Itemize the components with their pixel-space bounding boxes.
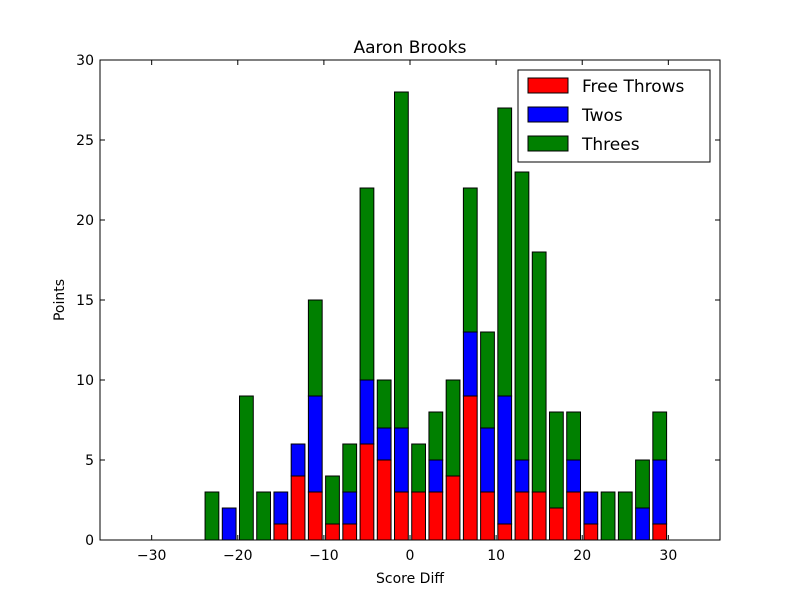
- bar-threes-14: [342, 443, 358, 493]
- bar-free-throws-27: [566, 491, 581, 541]
- bar-threes-12: [307, 299, 323, 397]
- legend-label-threes: Threes: [581, 135, 640, 155]
- bar-twos-14: [342, 491, 358, 525]
- bar-twos-12: [307, 395, 323, 493]
- bar-twos-24: [514, 459, 530, 493]
- bar-threes-15: [359, 187, 375, 381]
- bar-free-throws-10: [273, 523, 289, 541]
- bar-free-throws-16: [376, 459, 392, 541]
- y-tick-label-2: 10: [76, 373, 94, 389]
- bar-threes-13: [325, 475, 340, 525]
- bar-twos-21: [462, 331, 478, 397]
- bar-threes-8: [239, 395, 254, 541]
- ticks-layer: −30 −20 −10 0 10 20 30 0 5 10 15 20 25 30: [76, 53, 720, 564]
- bar-twos-11: [290, 443, 306, 477]
- bar-free-throws-13: [325, 523, 340, 541]
- legend-label-free-throws: Free Throws: [582, 77, 685, 97]
- x-tick-label-2: −10: [309, 548, 339, 564]
- bar-free-throws-21: [462, 395, 478, 541]
- bar-threes-25: [531, 251, 547, 493]
- bar-threes-30: [617, 491, 633, 541]
- bar-threes-6: [204, 491, 220, 541]
- legend-swatch-threes: [527, 135, 569, 152]
- bar-twos-16: [376, 427, 392, 461]
- x-axis-title: Score Diff: [376, 571, 444, 587]
- bar-twos-15: [359, 379, 375, 445]
- bar-threes-27: [566, 411, 581, 461]
- x-tick-label-1: −20: [223, 548, 253, 564]
- bar-threes-21: [462, 187, 478, 333]
- bar-twos-22: [480, 427, 495, 493]
- bar-threes-9: [256, 491, 272, 541]
- bar-free-throws-11: [290, 475, 306, 541]
- bar-twos-7: [221, 507, 237, 541]
- legend-swatch-twos: [527, 106, 569, 123]
- bar-twos-28: [583, 491, 599, 525]
- bar-free-throws-25: [531, 491, 547, 541]
- y-tick-label-1: 5: [85, 453, 94, 469]
- bar-threes-20: [445, 379, 461, 477]
- bar-free-throws-17: [394, 491, 409, 541]
- bar-twos-27: [566, 459, 581, 493]
- bar-threes-26: [549, 411, 564, 509]
- bar-free-throws-14: [342, 523, 358, 541]
- bar-threes-18: [411, 443, 427, 493]
- legend-label-twos: Twos: [581, 106, 623, 126]
- legend-swatch-free-throws: [527, 77, 569, 94]
- bar-threes-23: [497, 107, 513, 397]
- bar-free-throws-26: [549, 507, 564, 541]
- bar-twos-19: [428, 459, 444, 493]
- bar-free-throws-18: [411, 491, 427, 541]
- y-tick-label-5: 25: [76, 133, 94, 149]
- bar-twos-17: [394, 427, 409, 493]
- bar-free-throws-23: [497, 523, 513, 541]
- bar-free-throws-15: [359, 443, 375, 541]
- y-tick-label-6: 30: [76, 53, 94, 69]
- bar-threes-32: [652, 411, 668, 461]
- bar-free-throws-28: [583, 523, 599, 541]
- y-tick-label-0: 0: [85, 533, 94, 549]
- bar-threes-31: [635, 459, 650, 509]
- bar-threes-19: [428, 411, 444, 461]
- bar-threes-17: [394, 91, 409, 429]
- bar-twos-31: [635, 507, 650, 541]
- x-tick-label-0: −30: [137, 548, 167, 564]
- bar-twos-23: [497, 395, 513, 525]
- x-tick-label-4: 10: [487, 548, 505, 564]
- bar-threes-29: [600, 491, 616, 541]
- bar-free-throws-22: [480, 491, 495, 541]
- bar-free-throws-32: [652, 523, 668, 541]
- legend: Free Throws Twos Threes: [517, 69, 711, 163]
- bar-free-throws-24: [514, 491, 530, 541]
- x-tick-label-3: 0: [406, 548, 415, 564]
- bar-threes-16: [376, 379, 392, 429]
- bar-free-throws-20: [445, 475, 461, 541]
- bar-threes-22: [480, 331, 495, 429]
- bar-free-throws-12: [307, 491, 323, 541]
- bar-free-throws-19: [428, 491, 444, 541]
- bar-twos-10: [273, 491, 289, 525]
- x-tick-label-6: 30: [659, 548, 677, 564]
- y-axis-title: Points: [52, 279, 68, 321]
- chart-title: Aaron Brooks: [353, 38, 466, 58]
- y-tick-label-4: 20: [76, 213, 94, 229]
- y-tick-label-3: 15: [76, 293, 94, 309]
- x-tick-label-5: 20: [573, 548, 591, 564]
- bar-threes-24: [514, 171, 530, 461]
- bar-twos-32: [652, 459, 668, 525]
